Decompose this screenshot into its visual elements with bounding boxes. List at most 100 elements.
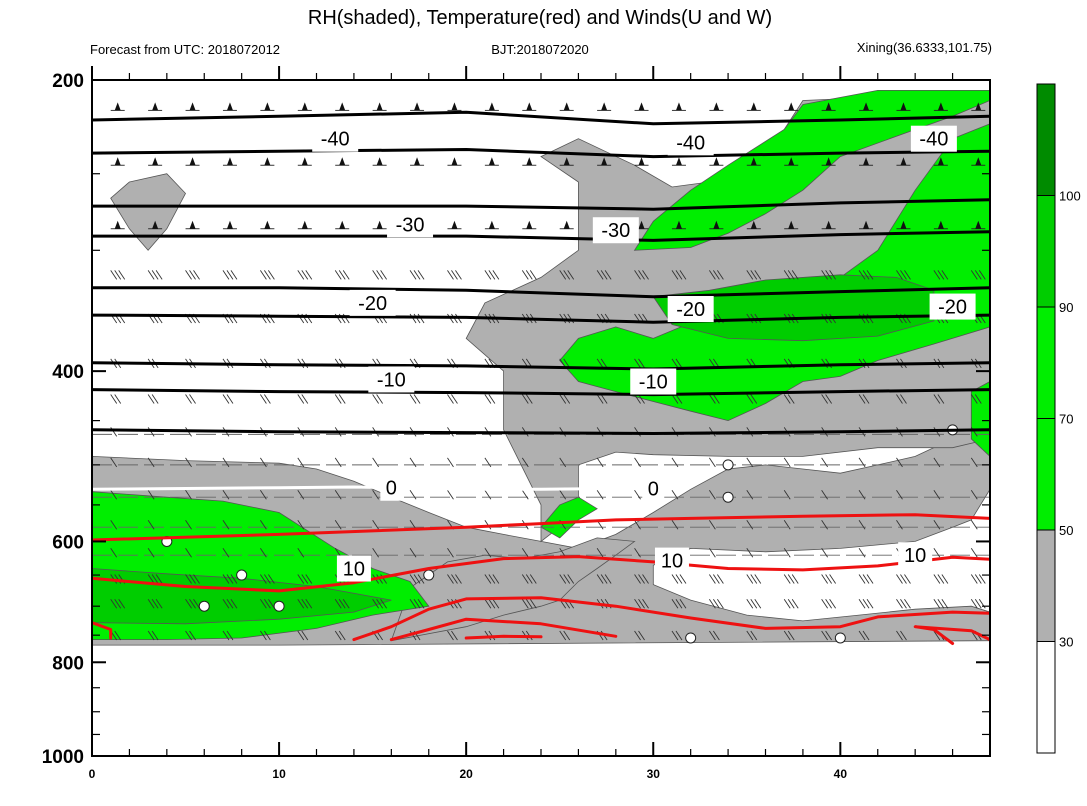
wind-barb-pennant <box>713 220 720 229</box>
wind-barb-tick <box>904 574 911 584</box>
wind-barb-tick <box>447 394 454 404</box>
wind-barb-tick <box>634 574 641 584</box>
wind-barb-tick <box>380 598 387 609</box>
rh-region-70 <box>92 568 392 625</box>
wind-barb-tick <box>671 519 679 530</box>
wind-barb-tick <box>147 519 155 530</box>
colorbar-cell <box>1036 641 1056 754</box>
wind-barb-tick <box>974 574 982 584</box>
contour-label-box <box>910 125 957 152</box>
wind-barb-tick <box>933 574 941 584</box>
contour-label-box <box>312 125 359 152</box>
wind-barb-tick <box>118 270 126 280</box>
wind-barb-pennant <box>601 102 608 111</box>
wind-barb-tick <box>858 394 866 404</box>
wind-barb-tick <box>193 574 200 584</box>
temperature-contour <box>92 110 990 126</box>
temperature-contour <box>92 428 990 435</box>
calm-wind-circle <box>722 459 734 471</box>
wind-barb-tick <box>376 394 383 404</box>
wind-barb-tick <box>334 630 342 641</box>
temperature-contour <box>92 361 990 371</box>
wind-barb-tick <box>970 457 978 468</box>
temperature-contour <box>352 596 990 642</box>
wind-barb-tick <box>492 270 500 280</box>
wind-barb-tick <box>974 394 982 404</box>
wind-barb-tick <box>110 489 118 500</box>
wind-barb-tick <box>634 547 641 558</box>
contour-label-box <box>336 555 371 582</box>
temperature-contour <box>92 230 990 242</box>
wind-barb-tick <box>222 630 230 641</box>
contour-label-text: -30 <box>601 220 630 242</box>
wind-barb-tick <box>970 598 978 609</box>
wind-barb-tick <box>746 270 754 280</box>
wind-barb-tick <box>933 598 941 609</box>
wind-barb-tick <box>413 574 421 584</box>
wind-barb-tick <box>900 394 907 404</box>
wind-barb-tick <box>862 630 870 641</box>
wind-barb-tick <box>334 270 342 280</box>
wind-barb-pennant <box>376 220 383 229</box>
temperature-contour <box>92 513 990 542</box>
wind-barb-row <box>92 519 990 530</box>
rh-shading-layer <box>92 90 990 646</box>
temperature-contour <box>92 555 990 593</box>
wind-barb-tick <box>787 270 795 280</box>
wind-barb-tick <box>709 630 716 641</box>
wind-barb-tick <box>525 574 533 584</box>
temperature-contour <box>464 634 543 640</box>
wind-barb-pennant <box>638 157 645 166</box>
wind-barb-tick <box>933 270 941 280</box>
wind-barb-tick <box>559 270 567 280</box>
wind-barb-tick <box>409 598 417 609</box>
valid-time-label: BJT:2018072020 <box>491 42 589 57</box>
wind-barb-tick <box>970 270 978 280</box>
contour-label-box <box>667 296 714 323</box>
wind-barb-tick <box>222 457 230 468</box>
wind-barb-tick <box>185 457 192 468</box>
wind-barb-tick <box>185 547 192 558</box>
colorbar-cell <box>1036 83 1056 196</box>
wind-barb-tick <box>334 519 342 530</box>
contour-label-box <box>592 217 639 244</box>
wind-barb-tick <box>900 630 907 641</box>
colorbar-cell <box>1036 306 1056 419</box>
wind-barb-tick <box>941 574 949 584</box>
wind-barb-tick <box>376 598 383 609</box>
wind-barb-tick <box>559 574 567 584</box>
wind-barb-tick <box>642 574 649 584</box>
wind-barb-tick <box>189 598 196 609</box>
wind-barb-tick <box>226 574 234 584</box>
wind-barb-tick <box>787 598 795 609</box>
wind-barb-tick <box>596 394 604 404</box>
wind-barb-tick <box>821 489 828 500</box>
colorbar-tick-label: 90 <box>1059 300 1073 315</box>
contour-label-text: -10 <box>639 372 668 394</box>
wind-barb-pennant <box>189 220 196 229</box>
wind-barb-pennant <box>863 220 870 229</box>
wind-barb-tick <box>338 394 346 404</box>
temperature-contour-layer <box>92 110 990 645</box>
wind-barb-tick <box>417 270 425 280</box>
wind-barb-tick <box>447 574 454 584</box>
y-tick-label: 400 <box>52 362 84 383</box>
wind-barb-tick <box>679 270 687 280</box>
wind-barb-tick <box>563 574 571 584</box>
contour-label: -20 <box>349 289 396 316</box>
wind-barb-tick <box>525 598 533 609</box>
wind-barb-tick <box>484 394 492 404</box>
wind-barb-tick <box>525 270 533 280</box>
contour-label-box <box>630 368 677 395</box>
wind-barb-tick <box>451 630 458 641</box>
wind-barb-tick <box>226 270 234 280</box>
wind-barb-pennant <box>937 220 944 229</box>
wind-barb-pennant <box>937 157 944 166</box>
wind-barb-tick <box>521 574 529 584</box>
wind-barb-tick <box>447 270 454 280</box>
wind-barb-tick <box>783 519 791 530</box>
wind-barb-tick <box>634 598 641 609</box>
wind-barb-tick <box>829 270 836 280</box>
wind-barb-tick <box>978 270 986 280</box>
wind-barb-tick <box>484 270 492 280</box>
